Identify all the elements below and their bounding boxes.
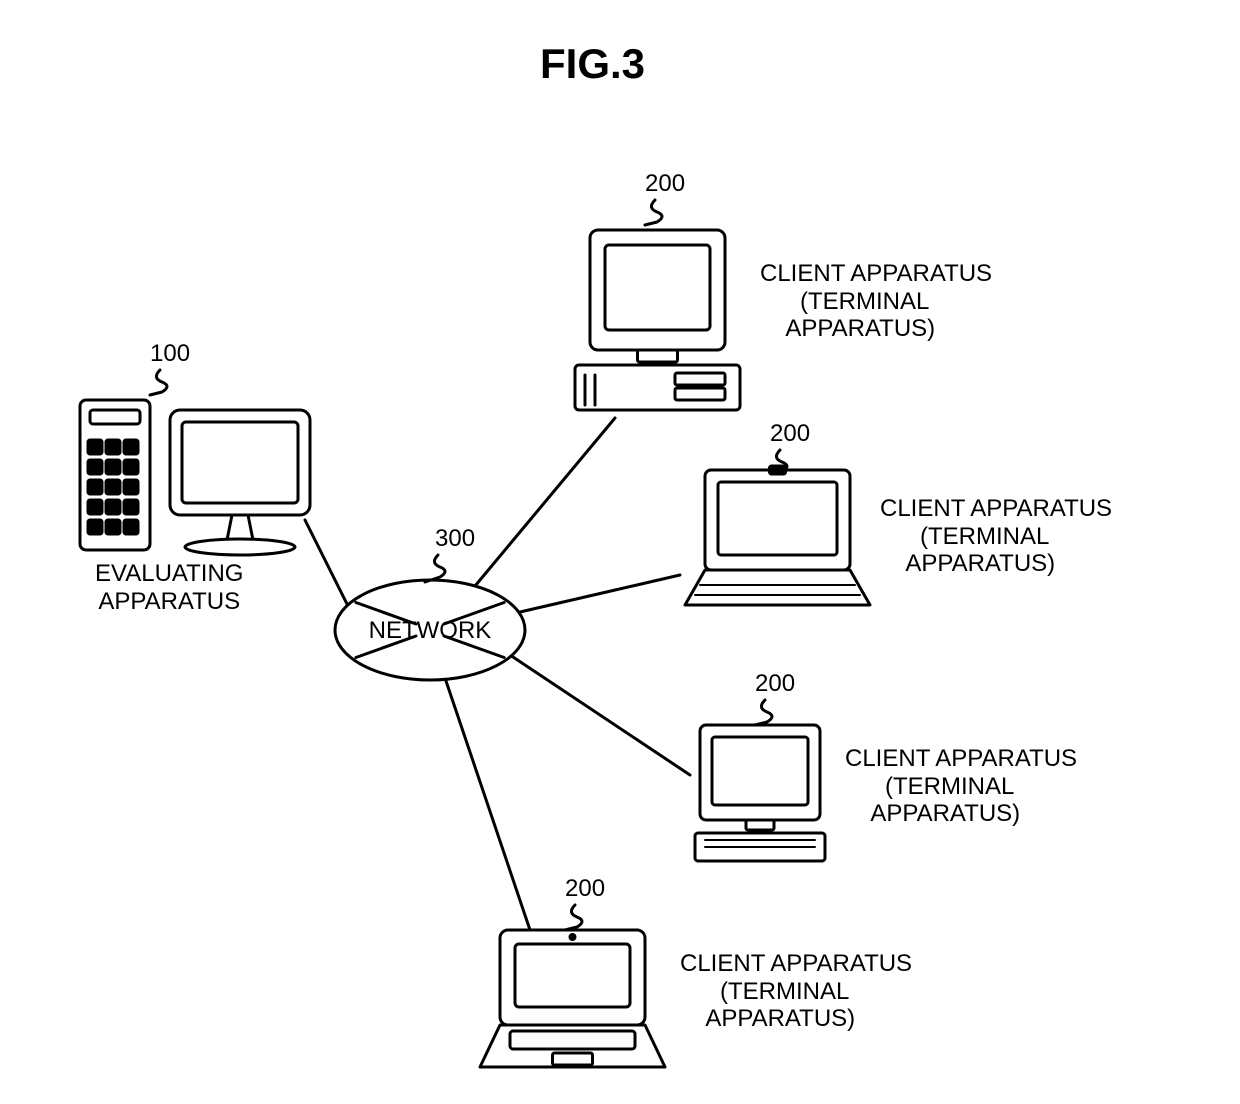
client-ref-num: 200 — [645, 170, 685, 198]
diagram-canvas: FIG.3 300 100 EVALUATING APPARATUS NETWO… — [0, 0, 1240, 1104]
client-label: CLIENT APPARATUS (TERMINAL APPARATUS) — [845, 745, 1077, 828]
client-ref-num: 200 — [565, 875, 605, 903]
client-ref-num: 200 — [755, 670, 795, 698]
svg-text:NETWORK: NETWORK — [369, 617, 492, 644]
client-label: CLIENT APPARATUS (TERMINAL APPARATUS) — [760, 260, 992, 343]
client-ref-num: 200 — [770, 420, 810, 448]
client-label: CLIENT APPARATUS (TERMINAL APPARATUS) — [880, 495, 1112, 578]
client-label: CLIENT APPARATUS (TERMINAL APPARATUS) — [680, 950, 912, 1033]
